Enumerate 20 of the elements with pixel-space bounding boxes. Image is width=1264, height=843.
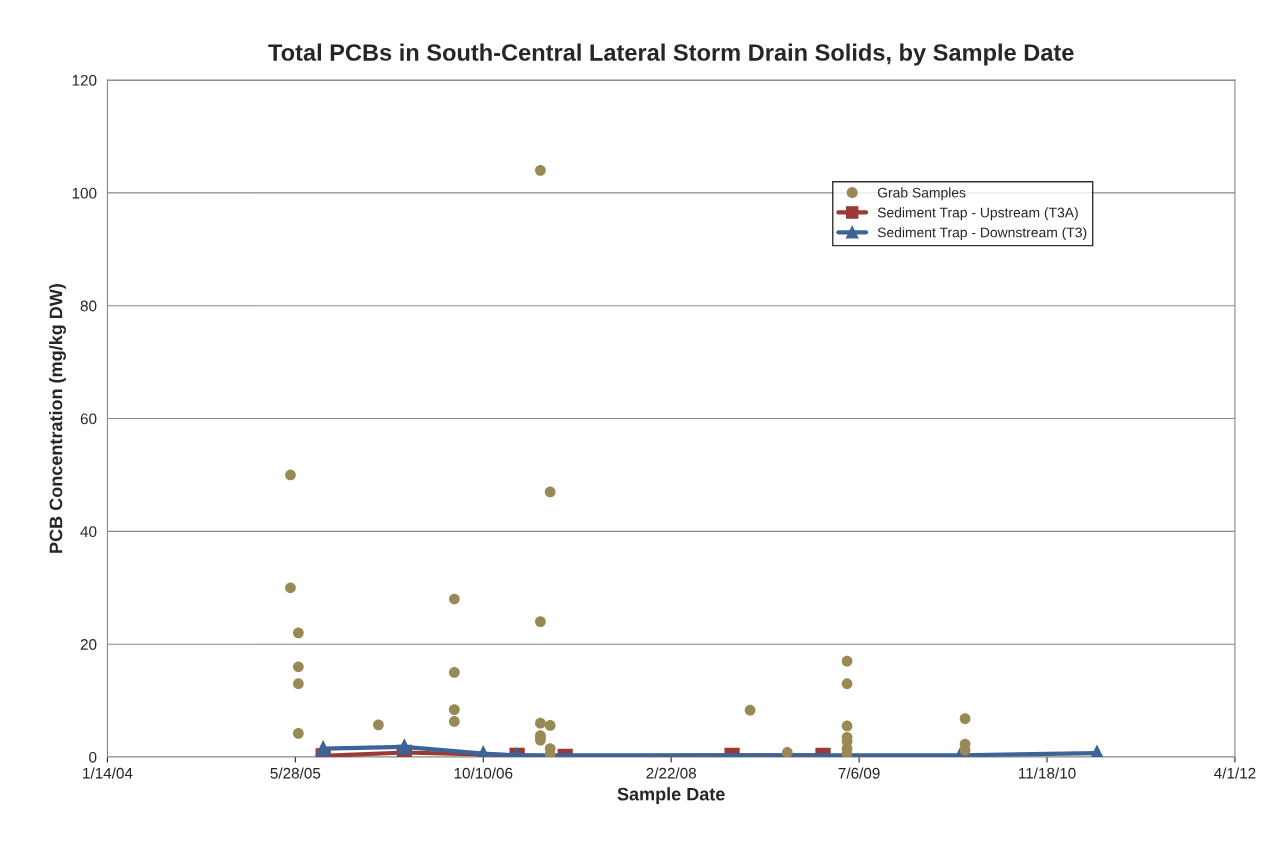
- y-tick-label: 0: [89, 751, 97, 763]
- x-axis-title: Sample Date: [617, 787, 725, 805]
- x-tick-label: 4/1/12: [1214, 767, 1256, 779]
- legend-label: Sediment Trap - Downstream (T3): [877, 227, 1087, 241]
- y-tick-label: 120: [72, 74, 97, 86]
- x-tick-label: 2/22/08: [646, 767, 697, 779]
- x-tick-label: 7/6/09: [838, 767, 880, 779]
- y-axis-title: PCB Concentration (mg/kg DW): [49, 284, 66, 553]
- chart-title: Total PCBs in South-Central Lateral Storm Drain Solids, by Sample Date: [268, 43, 1074, 66]
- y-tick-label: 80: [80, 300, 97, 312]
- y-tick-label: 20: [80, 639, 97, 650]
- x-tick-label: 5/28/05: [270, 767, 321, 779]
- legend-label: Sediment Trap - Upstream (T3A): [877, 207, 1078, 221]
- x-tick-label: 1/14/04: [83, 767, 133, 779]
- y-tick-label: 40: [80, 526, 97, 538]
- x-tick-label: 10/10/06: [454, 767, 513, 779]
- y-tick-label: 60: [80, 413, 97, 425]
- x-tick-label: 11/18/10: [1019, 767, 1076, 779]
- legend-label: Grab Samples: [877, 187, 966, 201]
- y-tick-label: 100: [72, 187, 97, 199]
